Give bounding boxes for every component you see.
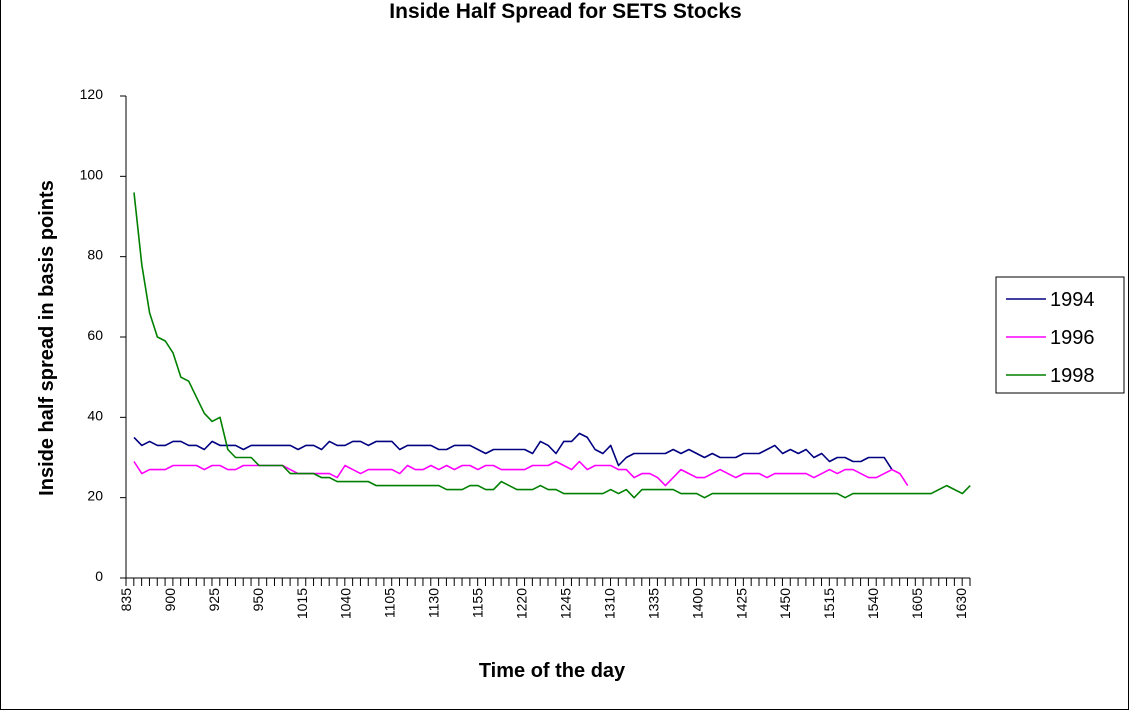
x-tick-label: 1425	[733, 588, 749, 619]
y-tick-labels: 0 20 40 60 80 100 120	[80, 86, 104, 584]
x-tick-label: 1220	[514, 588, 530, 619]
x-tick-label: 835	[118, 588, 134, 612]
x-tick-labels: 835 900 925 950 1015 1040 1105 1130 1155 1220 1245…	[118, 588, 969, 619]
chart-title: Inside Half Spread for SETS Stocks	[389, 0, 742, 23]
x-tick-label: 1130	[426, 588, 442, 618]
legend-label-1998: 1998	[1050, 365, 1095, 387]
x-tick-label: 1400	[689, 588, 705, 619]
x-tick-label: 1450	[777, 588, 793, 619]
y-tick-label: 0	[95, 568, 103, 584]
y-tick-label: 20	[87, 488, 103, 504]
x-tick-label: 1155	[470, 588, 486, 618]
x-tick-label: 1630	[953, 588, 969, 619]
x-tick-label: 925	[206, 588, 222, 612]
x-axis-title: Time of the day	[479, 660, 626, 682]
y-tick-label: 80	[87, 247, 103, 263]
x-tick-label: 1515	[821, 588, 837, 619]
x-tick-label: 1310	[601, 588, 617, 619]
axes	[125, 96, 970, 579]
series-line-1996	[133, 460, 909, 487]
series-line-1994	[133, 432, 893, 471]
legend-label-1996: 1996	[1050, 327, 1095, 349]
x-tick-label: 1015	[294, 588, 310, 619]
y-tick-label: 40	[87, 407, 103, 423]
legend-box	[995, 276, 1125, 394]
series-line-1998	[133, 192, 971, 499]
legend: 1994 1996 1998	[995, 276, 1125, 394]
tick-marks	[120, 95, 971, 586]
series-lines	[133, 192, 971, 499]
x-tick-label: 900	[162, 588, 178, 612]
y-axis-title: Inside half spread in basis points	[36, 180, 58, 496]
y-tick-label: 100	[80, 166, 104, 182]
x-tick-label: 1335	[645, 588, 661, 619]
x-tick-label: 1105	[382, 588, 398, 618]
x-tick-label: 1540	[865, 588, 881, 619]
y-tick-label: 60	[87, 327, 103, 343]
x-tick-label: 1245	[557, 588, 573, 619]
x-tick-label: 950	[250, 588, 266, 612]
y-tick-label: 120	[80, 86, 104, 102]
x-tick-label: 1605	[909, 588, 925, 619]
legend-label-1994: 1994	[1050, 289, 1095, 311]
x-tick-label: 1040	[338, 588, 354, 619]
